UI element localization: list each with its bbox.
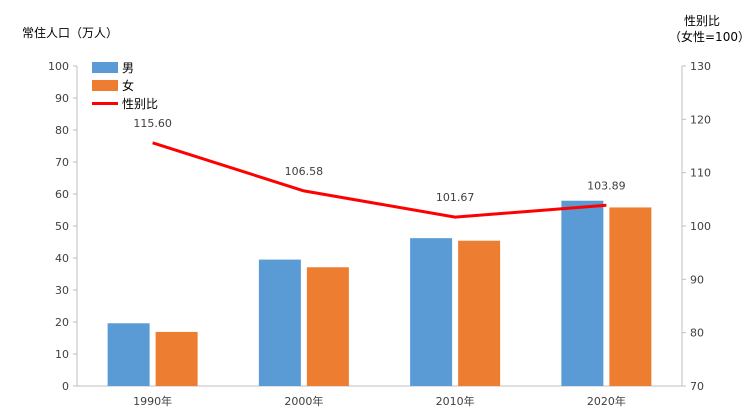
y-left-tick-label: 30: [55, 284, 69, 297]
y-left-tick-label: 10: [55, 348, 69, 361]
y-left-tick-label: 60: [55, 188, 69, 201]
y-left-tick-label: 80: [55, 124, 69, 137]
y-axis-right-title: 性别比: [684, 14, 721, 28]
legend-swatch-sex-ratio: [92, 101, 118, 105]
x-tick-label: 2000年: [284, 394, 323, 408]
legend-swatch-female: [92, 79, 118, 91]
legend: 男 女 性别比: [92, 58, 158, 112]
y-left-tick-label: 100: [48, 60, 69, 73]
legend-label-sex-ratio: 性别比: [122, 96, 159, 111]
x-tick-label: 1990年: [133, 394, 172, 408]
y-right-tick-label: 110: [690, 167, 711, 180]
y-right-tick-label: 100: [690, 220, 711, 233]
y-axis-right-subtitle: （女性=100）: [669, 30, 743, 44]
y-axis-left-title: 常住人口（万人）: [22, 26, 119, 40]
sex-ratio-line: [152, 141, 607, 219]
y-left-tick-label: 70: [55, 156, 69, 169]
bar-male: [258, 259, 301, 386]
y-right-tick-label: 90: [690, 273, 704, 286]
legend-swatch-male: [92, 61, 118, 73]
legend-label-female: 女: [122, 78, 135, 93]
sex-ratio-data-label: 115.60: [133, 117, 172, 130]
bar-female: [306, 267, 349, 386]
sex-ratio-data-label: 103.89: [587, 179, 626, 192]
y-left-tick-label: 50: [55, 220, 69, 233]
bar-female: [155, 331, 198, 386]
y-left-tick-label: 40: [55, 252, 69, 265]
sex-ratio-data-label: 101.67: [436, 191, 475, 204]
y-right-tick-label: 70: [690, 380, 704, 393]
bar-male: [107, 323, 150, 386]
y-right-tick-label: 130: [690, 60, 711, 73]
sex-ratio-data-label: 106.58: [285, 165, 324, 178]
legend-label-male: 男: [122, 60, 135, 75]
legend-item-male: 男: [92, 58, 158, 76]
legend-item-female: 女: [92, 76, 158, 94]
x-tick-label: 2020年: [587, 394, 626, 408]
y-left-tick-label: 20: [55, 316, 69, 329]
x-tick-label: 2010年: [436, 394, 475, 408]
y-right-tick-label: 80: [690, 327, 704, 340]
bar-female: [609, 207, 652, 386]
y-left-tick-label: 0: [62, 380, 69, 393]
legend-item-sex-ratio: 性别比: [92, 94, 158, 112]
y-right-tick-label: 120: [690, 113, 711, 126]
bar-male: [561, 200, 604, 386]
bar-female: [458, 240, 501, 386]
bar-male: [410, 238, 453, 386]
y-left-tick-label: 90: [55, 92, 69, 105]
